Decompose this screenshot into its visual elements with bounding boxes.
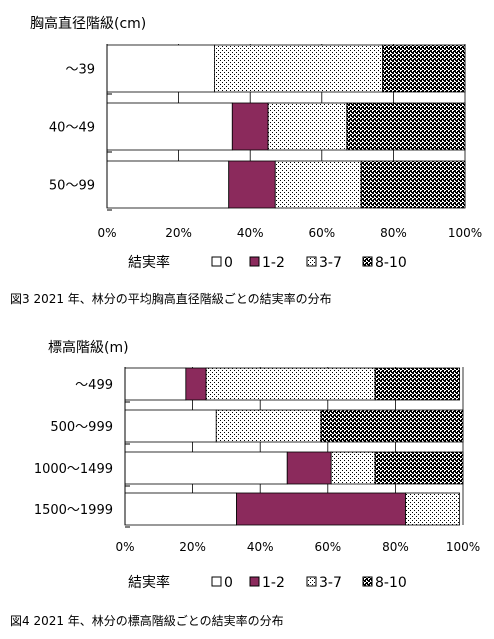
legend-title: 結実率 — [128, 574, 170, 591]
bar-segment-1-2 — [228, 160, 276, 209]
bar-segment-0 — [106, 160, 230, 209]
bar-segment-1-2 — [185, 367, 207, 401]
bar-segment-0 — [124, 367, 187, 401]
category-label: 1500～1999 — [34, 503, 113, 518]
y-axis-title: 胸高直径階級(cm) — [30, 15, 146, 32]
bar-segment-8-10 — [374, 367, 461, 401]
bar-segment-0 — [124, 409, 217, 443]
x-tick-label: 20% — [165, 226, 192, 240]
x-tick-label: 100% — [446, 540, 480, 554]
legend-label: 8-10 — [375, 575, 407, 591]
legend-label: 1-2 — [262, 575, 285, 591]
bar-segment-3-7 — [405, 492, 461, 526]
x-tick-label: 40% — [237, 226, 264, 240]
x-tick-label: 100% — [448, 226, 482, 240]
legend-label: 0 — [224, 255, 233, 271]
legend-label: 1-2 — [262, 255, 285, 271]
bar-segment-0 — [124, 492, 237, 526]
bar-segment-3-7 — [205, 367, 376, 401]
figure-caption: 図4 2021 年、林分の標高階級ごとの結実率の分布 — [10, 613, 284, 628]
legend-swatch-8-10 — [362, 576, 373, 587]
bar-segment-1-2 — [236, 492, 406, 526]
bar-segment-8-10 — [346, 102, 466, 151]
bar-segment-3-7 — [213, 44, 384, 93]
x-tick-label: 80% — [382, 540, 409, 554]
legend-label: 0 — [224, 575, 233, 591]
x-tick-label: 0% — [97, 226, 116, 240]
category-label: 500～999 — [50, 420, 113, 435]
bar-segment-3-7 — [274, 160, 362, 209]
legend-label: 3-7 — [319, 575, 342, 591]
legend-swatch-1-2 — [249, 576, 260, 587]
bar-segment-8-10 — [320, 409, 464, 443]
bar-segment-0 — [106, 44, 215, 93]
category-label: 50～99 — [49, 179, 95, 194]
category-label: 40～49 — [49, 121, 95, 136]
chart-diameter-class: 胸高直径階級(cm) ～39 40～49 50～99 0% 20% 40% 60% 80% 100… — [10, 15, 482, 306]
legend-title: 結実率 — [128, 254, 170, 271]
x-tick-label: 40% — [247, 540, 274, 554]
x-tick-label: 60% — [308, 226, 335, 240]
x-tick-label: 60% — [314, 540, 341, 554]
legend-swatch-3-7 — [306, 256, 317, 267]
legend-label: 8-10 — [375, 255, 407, 271]
legend-swatch-0 — [211, 576, 222, 587]
legend-label: 3-7 — [319, 255, 342, 271]
x-tick-label: 80% — [380, 226, 407, 240]
figure-caption: 図3 2021 年、林分の平均胸高直径階級ごとの結実率の分布 — [10, 291, 332, 306]
bar-segment-1-2 — [286, 451, 332, 485]
category-label: 1000～1499 — [34, 462, 113, 477]
y-axis-title: 標高階級(m) — [48, 339, 129, 356]
bar-segment-3-7 — [215, 409, 322, 443]
bar-segment-1-2 — [231, 102, 269, 151]
category-label: ～499 — [75, 378, 113, 393]
x-tick-label: 20% — [179, 540, 206, 554]
bar-segment-8-10 — [374, 451, 464, 485]
legend-swatch-8-10 — [362, 256, 373, 267]
bar-segment-3-7 — [267, 102, 348, 151]
x-tick-label: 0% — [115, 540, 134, 554]
bar-segment-0 — [124, 451, 288, 485]
legend-swatch-3-7 — [306, 576, 317, 587]
chart-elevation-class: 標高階級(m) ～499 500～999 1000～1499 1500～1999 0% 20… — [10, 339, 480, 628]
bar-segment-3-7 — [330, 451, 376, 485]
legend-swatch-1-2 — [249, 256, 260, 267]
category-label: ～39 — [65, 63, 95, 78]
bar-segment-8-10 — [382, 44, 466, 93]
legend-swatch-0 — [211, 256, 222, 267]
bar-segment-8-10 — [360, 160, 466, 209]
bar-segment-0 — [106, 102, 233, 151]
